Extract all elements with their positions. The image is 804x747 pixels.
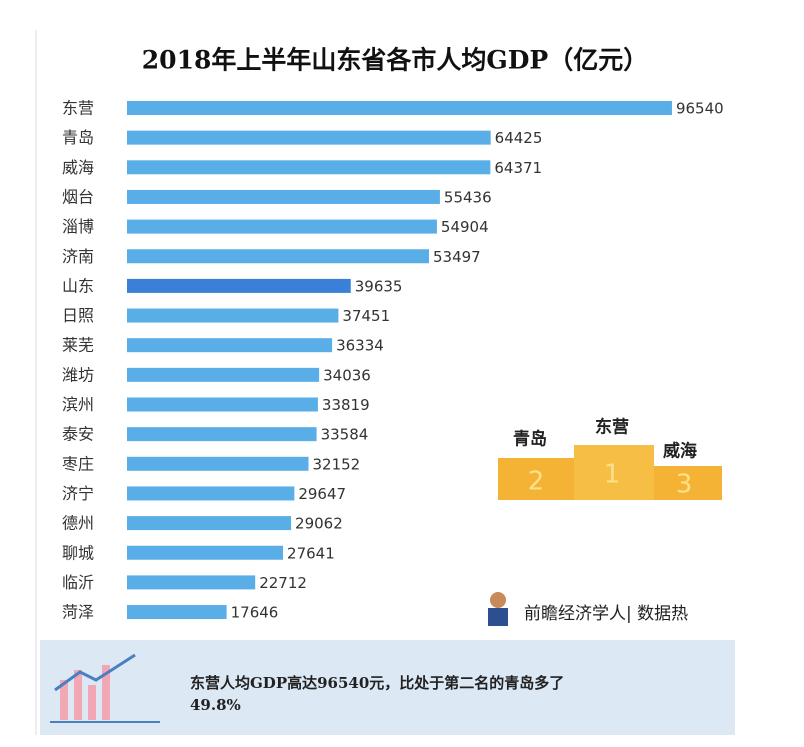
bar — [127, 219, 437, 234]
brand-text: 前瞻经济学人| 数据热 — [524, 604, 688, 624]
bar — [127, 189, 440, 204]
bar — [127, 308, 339, 323]
value-label: 55436 — [444, 188, 492, 206]
brand-icon — [488, 608, 508, 626]
podium-1 — [574, 445, 654, 500]
bar — [127, 397, 318, 412]
y-tick-label: 济南 — [62, 247, 94, 266]
value-label: 96540 — [676, 100, 724, 118]
y-tick-label: 淄博 — [62, 217, 94, 236]
podium-3 — [654, 466, 722, 500]
value-label: 39635 — [355, 277, 403, 295]
bar — [127, 130, 491, 145]
y-tick-label: 滨州 — [62, 395, 94, 414]
bar — [127, 160, 491, 175]
value-label: 64371 — [494, 159, 542, 177]
bar — [127, 249, 429, 264]
y-tick-label: 临沂 — [62, 573, 94, 592]
y-tick-label: 威海 — [62, 158, 94, 177]
value-label: 17646 — [231, 604, 279, 622]
value-label: 27641 — [287, 544, 335, 562]
value-label: 33819 — [322, 396, 370, 414]
value-label: 22712 — [259, 574, 307, 592]
value-label: 33584 — [321, 426, 369, 444]
icon-bar — [102, 665, 110, 720]
icon-bar — [60, 680, 68, 720]
podium-rank: 3 — [676, 470, 693, 500]
bar — [127, 516, 292, 531]
note-icon — [50, 653, 160, 723]
y-tick-label: 济宁 — [62, 484, 94, 503]
value-label: 36334 — [336, 337, 384, 355]
y-tick-label: 菏泽 — [62, 603, 94, 622]
bar — [127, 456, 309, 471]
note-text: 东营人均GDP高达96540元，比处于第二名的青岛多了 — [190, 674, 564, 692]
podium: 青岛 东营 威海 2 1 3 — [498, 417, 722, 500]
icon-bar — [74, 670, 82, 720]
bar — [127, 338, 333, 353]
y-tick-label: 青岛 — [62, 128, 94, 147]
bar — [127, 427, 317, 442]
podium-rank: 2 — [528, 467, 545, 497]
y-tick-label: 东营 — [62, 99, 94, 118]
value-label: 53497 — [433, 248, 481, 266]
podium-2 — [498, 458, 574, 500]
value-label: 54904 — [441, 218, 489, 236]
y-tick-label: 山东 — [62, 276, 94, 295]
value-label: 37451 — [342, 307, 390, 325]
bar — [127, 101, 672, 115]
y-tick-label: 烟台 — [62, 187, 94, 206]
bar — [127, 575, 256, 590]
bar — [127, 545, 284, 560]
value-label: 32152 — [312, 455, 360, 473]
value-label: 64425 — [495, 129, 543, 147]
value-label: 34036 — [323, 366, 371, 384]
note-text: 49.8% — [190, 696, 241, 714]
bar — [127, 278, 351, 293]
y-tick-label: 枣庄 — [62, 454, 94, 473]
y-tick-label: 泰安 — [62, 425, 94, 444]
y-tick-label: 日照 — [62, 306, 94, 325]
icon-bar — [88, 685, 96, 720]
brand: 前瞻经济学人| 数据热 — [488, 592, 688, 626]
y-tick-label: 聊城 — [62, 543, 94, 562]
value-label: 29062 — [295, 515, 343, 533]
chart-title: 2018年上半年山东省各市人均GDP（亿元） — [142, 46, 648, 75]
bar — [127, 367, 320, 382]
podium-rank: 1 — [604, 460, 621, 490]
note-panel — [40, 640, 735, 735]
y-tick-label: 德州 — [62, 514, 94, 533]
icon-line — [54, 653, 136, 692]
brand-icon — [490, 592, 506, 608]
bar — [127, 605, 227, 620]
y-tick-label: 莱芜 — [62, 336, 94, 355]
podium-name: 威海 — [663, 441, 697, 462]
value-label: 29647 — [298, 485, 346, 503]
y-tick-label: 潍坊 — [62, 365, 94, 384]
bar — [127, 486, 295, 501]
podium-name: 青岛 — [513, 429, 547, 450]
podium-name: 东营 — [595, 417, 629, 438]
